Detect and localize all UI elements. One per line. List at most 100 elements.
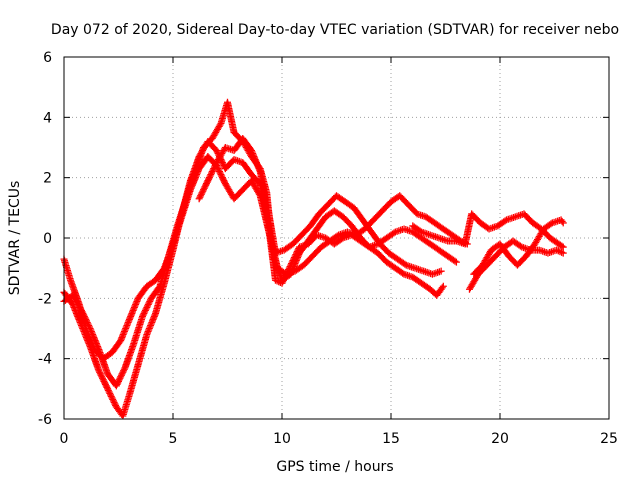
- data-point-fill: [96, 370, 104, 378]
- data-point-fill: [199, 187, 207, 195]
- data-point-fill: [117, 373, 125, 381]
- data-point-fill: [211, 162, 219, 170]
- data-point-fill: [109, 395, 117, 403]
- data-point-fill: [401, 260, 409, 268]
- data-point-fill: [218, 174, 226, 182]
- data-point-fill: [85, 321, 93, 329]
- data-point-fill: [144, 302, 152, 310]
- x-tick-label: 20: [491, 431, 509, 447]
- data-point-fill: [113, 380, 121, 388]
- y-tick-label: -2: [38, 291, 52, 307]
- data-point-fill: [114, 379, 122, 387]
- data-point-fill: [197, 192, 205, 200]
- data-point-fill: [554, 247, 562, 255]
- data-point-fill: [516, 242, 524, 250]
- data-point-fill: [82, 315, 90, 323]
- data-point: [138, 312, 146, 320]
- series-7: [470, 216, 567, 278]
- y-tick-label: 6: [43, 50, 52, 66]
- data-point-fill: [100, 377, 108, 385]
- data-point-fill: [115, 377, 122, 385]
- y-tick-label: 4: [43, 110, 52, 126]
- x-tick-label: 25: [600, 431, 618, 447]
- data-point-fill: [108, 394, 116, 402]
- data-point-fill: [208, 168, 216, 176]
- data-point: [439, 282, 447, 290]
- data-point-fill: [106, 389, 114, 397]
- data-point: [104, 385, 112, 393]
- data-point-fill: [102, 382, 110, 390]
- series-6: [465, 237, 567, 293]
- data-point-fill: [451, 257, 459, 265]
- data-point-fill: [141, 308, 149, 316]
- data-marks: [60, 98, 567, 420]
- data-point-fill: [201, 183, 209, 191]
- data-point: [77, 306, 85, 314]
- data-point-fill: [558, 248, 566, 256]
- data-point-fill: [399, 269, 407, 277]
- data-point-fill: [205, 175, 213, 183]
- data-point-fill: [501, 217, 509, 225]
- y-tick-label: -6: [38, 412, 52, 428]
- data-point-fill: [80, 311, 88, 319]
- data-point-fill: [210, 163, 218, 171]
- data-point-fill: [120, 365, 128, 373]
- data-point-fill: [107, 391, 115, 399]
- series-3: [60, 98, 460, 390]
- data-point-fill: [119, 368, 127, 376]
- data-point-fill: [220, 177, 228, 185]
- data-point-fill: [212, 160, 220, 168]
- data-point-fill: [105, 388, 113, 396]
- x-tick-label: 5: [169, 431, 178, 447]
- data-point: [452, 258, 460, 266]
- data-point-fill: [217, 171, 225, 179]
- data-point-fill: [139, 311, 147, 319]
- data-point-fill: [104, 386, 112, 394]
- data-point-fill: [438, 284, 446, 292]
- data-point-fill: [107, 392, 115, 400]
- data-point-fill: [116, 374, 124, 382]
- data-point-fill: [77, 305, 85, 313]
- data-point-fill: [203, 178, 211, 186]
- data-point-fill: [200, 186, 208, 194]
- data-point-fill: [78, 308, 86, 316]
- data-point: [271, 276, 279, 284]
- data-point-fill: [333, 232, 341, 240]
- data-point-fill: [390, 229, 398, 237]
- data-point-fill: [221, 178, 229, 186]
- data-point-fill: [208, 169, 216, 177]
- data-point-fill: [83, 317, 91, 325]
- data-point-fill: [140, 309, 148, 317]
- data-point: [112, 382, 120, 390]
- data-point-fill: [216, 169, 224, 177]
- data-point-fill: [219, 160, 227, 168]
- x-tick-label: 10: [273, 431, 291, 447]
- data-point: [95, 367, 103, 375]
- data-point: [553, 246, 561, 254]
- data-point-fill: [338, 235, 346, 243]
- data-point-fill: [558, 217, 566, 225]
- data-point: [559, 243, 567, 251]
- data-point-fill: [117, 371, 125, 379]
- data-point-fill: [99, 376, 107, 384]
- data-point-fill: [218, 172, 226, 180]
- data-point-fill: [110, 398, 118, 406]
- data-point-fill: [103, 383, 111, 391]
- x-axis-title: GPS time / hours: [276, 459, 393, 475]
- data-point-fill: [120, 367, 128, 375]
- data-point-fill: [144, 300, 152, 308]
- data-point-fill: [81, 314, 89, 322]
- data-point-fill: [558, 242, 566, 250]
- data-point-fill: [196, 193, 204, 201]
- data-point-fill: [99, 374, 107, 382]
- chart-title: Day 072 of 2020, Sidereal Day-to-day VTE…: [51, 22, 619, 38]
- data-point: [195, 195, 203, 203]
- data-point: [437, 267, 445, 275]
- data-point-fill: [207, 171, 215, 179]
- y-tick-label: -4: [38, 352, 52, 368]
- y-tick-label: 2: [43, 171, 52, 187]
- data-point-fill: [115, 376, 123, 384]
- data-point-fill: [80, 312, 88, 320]
- data-point-fill: [547, 220, 555, 228]
